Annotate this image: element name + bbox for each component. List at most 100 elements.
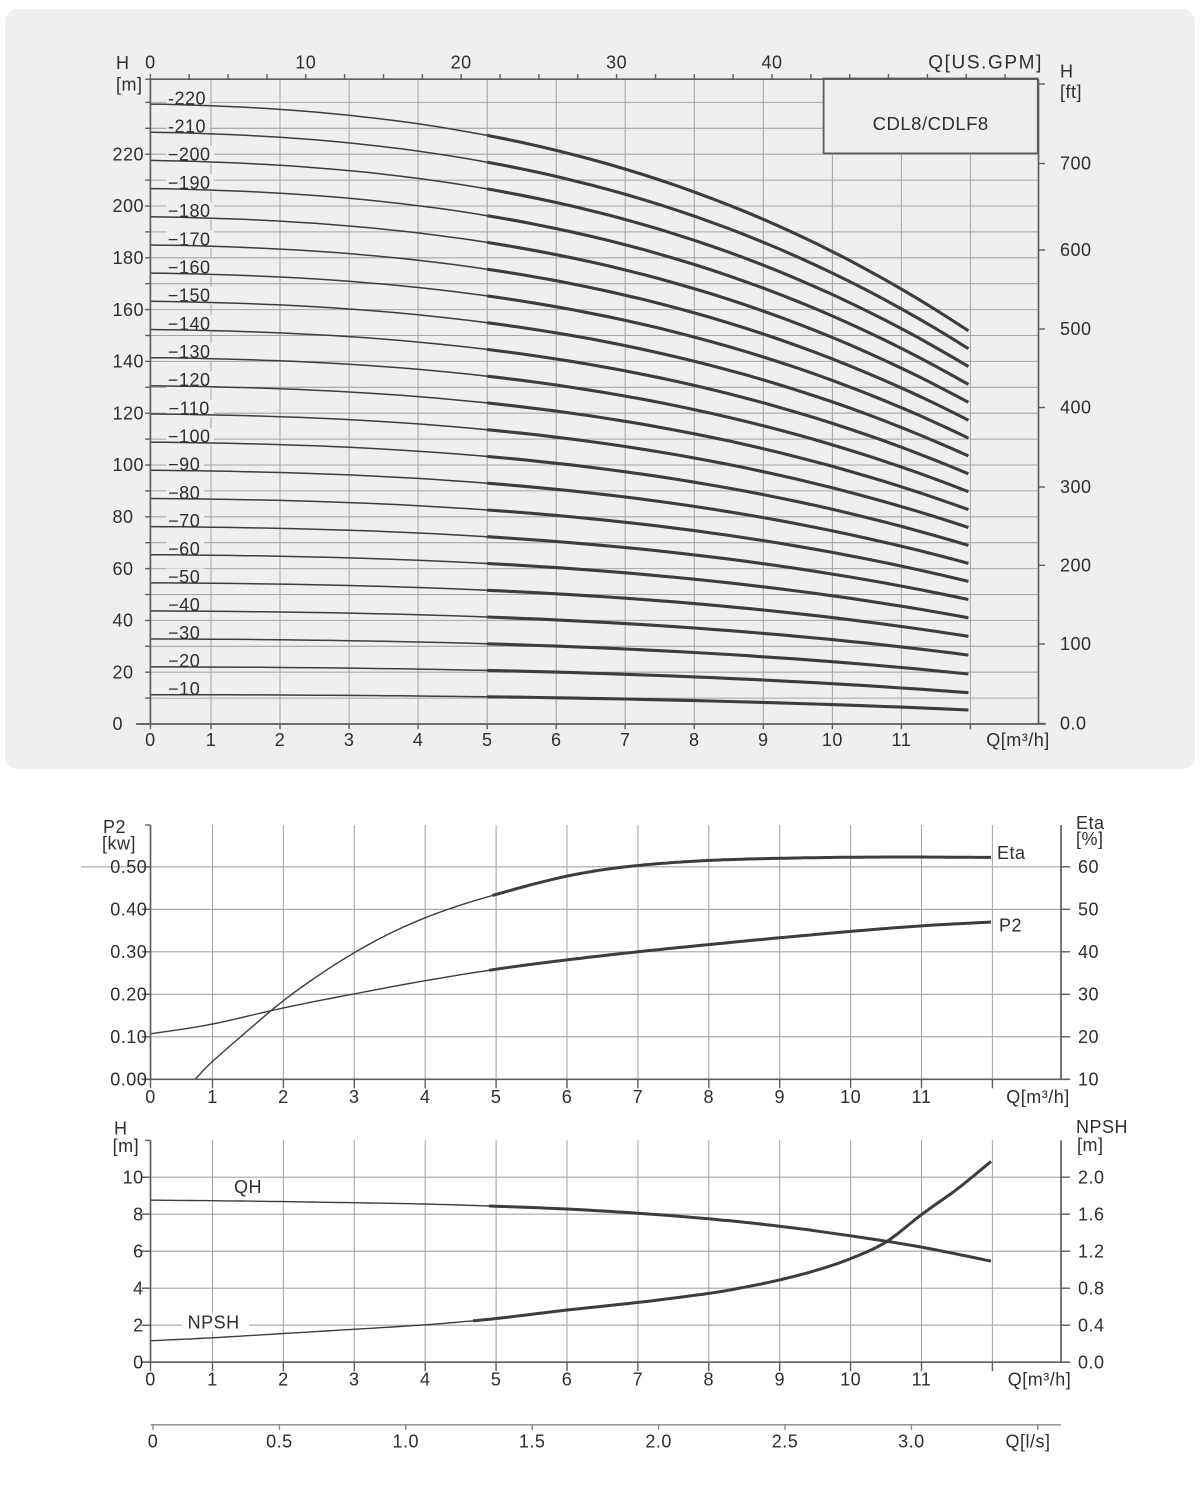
- svg-text:H: H: [1060, 62, 1074, 82]
- svg-text:−170: −170: [168, 229, 211, 249]
- svg-text:3: 3: [344, 730, 355, 750]
- svg-text:0.20: 0.20: [110, 985, 147, 1005]
- svg-text:0: 0: [145, 1370, 156, 1390]
- svg-text:-210: -210: [168, 117, 206, 137]
- svg-text:100: 100: [113, 455, 145, 475]
- svg-text:[%]: [%]: [1076, 829, 1104, 849]
- svg-text:30: 30: [606, 53, 627, 73]
- svg-text:0.30: 0.30: [110, 942, 147, 962]
- svg-text:8: 8: [704, 1087, 715, 1107]
- svg-text:200: 200: [113, 196, 145, 216]
- svg-text:220: 220: [113, 144, 145, 164]
- svg-text:0: 0: [148, 1432, 159, 1452]
- svg-text:7: 7: [620, 730, 631, 750]
- svg-text:20: 20: [1078, 1027, 1099, 1047]
- svg-text:Q[m³/h]: Q[m³/h]: [986, 730, 1050, 750]
- svg-text:−140: −140: [168, 314, 211, 334]
- svg-text:7: 7: [633, 1370, 644, 1390]
- svg-text:3: 3: [349, 1087, 360, 1107]
- svg-text:2: 2: [133, 1315, 144, 1335]
- svg-text:1.5: 1.5: [519, 1432, 546, 1452]
- svg-text:0: 0: [145, 1087, 156, 1107]
- svg-text:[kw]: [kw]: [102, 834, 136, 854]
- svg-text:3: 3: [349, 1370, 360, 1390]
- svg-text:10: 10: [295, 53, 316, 73]
- svg-text:2: 2: [275, 730, 286, 750]
- svg-text:600: 600: [1060, 240, 1092, 260]
- svg-text:1.0: 1.0: [393, 1432, 420, 1452]
- svg-text:2: 2: [278, 1370, 289, 1390]
- svg-text:0.10: 0.10: [110, 1027, 147, 1047]
- svg-text:[m]: [m]: [116, 75, 143, 95]
- svg-text:200: 200: [1060, 556, 1092, 576]
- svg-text:0.40: 0.40: [110, 900, 147, 920]
- svg-text:−120: −120: [168, 370, 211, 390]
- svg-text:6: 6: [551, 730, 562, 750]
- svg-text:1.2: 1.2: [1078, 1241, 1105, 1261]
- svg-text:1: 1: [206, 730, 217, 750]
- svg-text:0.5: 0.5: [266, 1432, 293, 1452]
- svg-text:−100: −100: [168, 427, 211, 447]
- svg-text:0: 0: [133, 1352, 144, 1372]
- svg-text:P2: P2: [103, 817, 126, 837]
- svg-text:11: 11: [912, 1087, 932, 1107]
- svg-text:[m]: [m]: [1077, 1135, 1104, 1155]
- svg-text:9: 9: [774, 1370, 785, 1390]
- svg-text:QH: QH: [234, 1177, 262, 1197]
- svg-text:NPSH: NPSH: [1076, 1117, 1128, 1137]
- svg-text:100: 100: [1060, 634, 1092, 654]
- svg-text:4: 4: [420, 1370, 431, 1390]
- svg-text:Q[m³/h]: Q[m³/h]: [1006, 1087, 1070, 1107]
- svg-text:4: 4: [133, 1278, 144, 1298]
- svg-text:2.5: 2.5: [772, 1432, 799, 1452]
- svg-text:80: 80: [113, 507, 134, 527]
- svg-text:9: 9: [758, 730, 769, 750]
- svg-text:−150: −150: [168, 286, 211, 306]
- svg-text:700: 700: [1060, 154, 1092, 174]
- svg-text:4: 4: [420, 1087, 431, 1107]
- svg-text:40: 40: [113, 611, 134, 631]
- svg-text:−190: −190: [168, 173, 211, 193]
- svg-text:30: 30: [1078, 985, 1099, 1005]
- svg-text:H: H: [116, 53, 130, 73]
- svg-text:5: 5: [482, 730, 493, 750]
- svg-text:1: 1: [207, 1087, 218, 1107]
- svg-text:0.00: 0.00: [110, 1070, 147, 1090]
- svg-text:0.8: 0.8: [1078, 1278, 1105, 1298]
- svg-text:−80: −80: [168, 483, 200, 503]
- svg-text:−90: −90: [168, 455, 200, 475]
- svg-text:11: 11: [892, 730, 912, 750]
- svg-text:2.0: 2.0: [645, 1432, 672, 1452]
- svg-text:20: 20: [113, 662, 134, 682]
- svg-text:7: 7: [633, 1087, 644, 1107]
- svg-text:−20: −20: [168, 651, 200, 671]
- svg-text:1: 1: [207, 1370, 218, 1390]
- svg-text:60: 60: [113, 559, 134, 579]
- svg-text:2: 2: [278, 1087, 289, 1107]
- svg-text:P2: P2: [999, 916, 1022, 936]
- svg-text:8: 8: [689, 730, 700, 750]
- svg-text:10: 10: [1078, 1070, 1099, 1090]
- svg-text:−110: −110: [169, 398, 210, 418]
- svg-text:H: H: [114, 1119, 128, 1139]
- svg-text:20: 20: [451, 53, 472, 73]
- svg-text:Q[l/s]: Q[l/s]: [1005, 1432, 1050, 1452]
- svg-text:300: 300: [1060, 477, 1092, 497]
- svg-text:11: 11: [912, 1370, 932, 1390]
- svg-text:−30: −30: [168, 623, 200, 643]
- svg-text:−160: −160: [168, 257, 211, 277]
- svg-text:4: 4: [413, 730, 424, 750]
- svg-text:180: 180: [113, 248, 145, 268]
- svg-text:−50: −50: [168, 567, 200, 587]
- svg-text:Q[m³/h]: Q[m³/h]: [1008, 1370, 1072, 1390]
- svg-text:−180: −180: [168, 201, 211, 221]
- svg-text:40: 40: [1078, 942, 1099, 962]
- svg-text:0: 0: [113, 714, 124, 734]
- svg-text:0.0: 0.0: [1078, 1352, 1105, 1372]
- svg-text:0: 0: [145, 730, 156, 750]
- svg-text:120: 120: [113, 403, 145, 423]
- svg-text:50: 50: [1078, 900, 1099, 920]
- svg-text:0.4: 0.4: [1078, 1315, 1105, 1335]
- svg-text:60: 60: [1078, 857, 1099, 877]
- svg-text:160: 160: [113, 300, 145, 320]
